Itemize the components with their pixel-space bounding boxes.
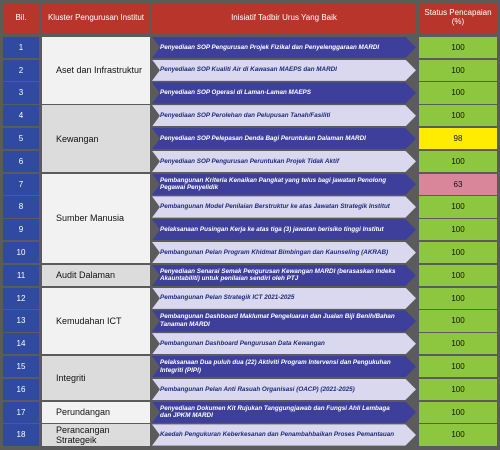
cluster-name: Audit Dalaman	[42, 264, 150, 287]
status-value: 100	[419, 59, 497, 81]
initiative: Pembangunan Pelan Strategik ICT 2021-202…	[152, 287, 416, 309]
cluster-name: Aset dan Infrastruktur	[42, 36, 150, 104]
row-number: 7	[3, 173, 39, 195]
status-value: 100	[419, 36, 497, 59]
initiative: Penyediaan SOP Operasi di Laman-Laman MA…	[152, 82, 416, 104]
initiative: Pembangunan Dashboard Pengurusan Data Ke…	[152, 333, 416, 355]
status-value: 100	[419, 264, 497, 287]
status-value: 100	[419, 333, 497, 355]
row-number: 10	[3, 241, 39, 264]
row-number: 12	[3, 287, 39, 309]
header-cell: Status Pencapaian (%)	[419, 3, 497, 33]
row-number: 8	[3, 196, 39, 218]
initiative: Kaedah Pengukuran Keberkesanan dan Penam…	[152, 424, 416, 446]
initiative: Pembangunan Dashboard Maklumat Pengeluar…	[152, 310, 416, 332]
status-value: 100	[419, 424, 497, 446]
initiative: Pelaksanaan Dua puluh dua (22) Aktiviti …	[152, 355, 416, 378]
status-value: 63	[419, 173, 497, 195]
cluster-name: Kewangan	[42, 105, 150, 173]
row-number: 14	[3, 333, 39, 355]
status-value: 100	[419, 196, 497, 218]
initiative: Penyediaan SOP Kualiti Air di Kawasan MA…	[152, 59, 416, 81]
row-number: 4	[3, 105, 39, 127]
initiative: Pembangunan Kriteria Kenaikan Pangkat ya…	[152, 173, 416, 195]
row-number: 3	[3, 82, 39, 104]
row-number: 16	[3, 378, 39, 401]
row-number: 1	[3, 36, 39, 59]
initiative: Pembangunan Pelan Program Khidmat Bimbin…	[152, 241, 416, 264]
status-value: 100	[419, 401, 497, 423]
status-value: 100	[419, 287, 497, 309]
status-value: 100	[419, 241, 497, 264]
row-number: 15	[3, 355, 39, 378]
row-number: 18	[3, 424, 39, 446]
cluster-name: Integriti	[42, 355, 150, 401]
initiative: Penyediaan SOP Pengurusan Projek Fizikal…	[152, 36, 416, 59]
cluster-name: Perancangan Strategeik	[42, 424, 150, 446]
status-value: 98	[419, 127, 497, 150]
status-value: 100	[419, 219, 497, 241]
initiative: Pembangunan Pelan Anti Rasuah Organisasi…	[152, 378, 416, 401]
row-number: 13	[3, 310, 39, 332]
initiative: Penyediaan SOP Perolehan dan Pelupusan T…	[152, 105, 416, 127]
row-number: 5	[3, 127, 39, 150]
cluster-name: Perundangan	[42, 401, 150, 423]
status-value: 100	[419, 310, 497, 332]
initiative: Pembangunan Model Penilaian Berstruktur …	[152, 196, 416, 218]
header-cell: Inisiatif Tadbir Urus Yang Baik	[152, 3, 416, 33]
row-number: 17	[3, 401, 39, 423]
cluster-name: Sumber Manusia	[42, 173, 150, 264]
status-value: 100	[419, 82, 497, 104]
header-cell: Bil.	[3, 3, 39, 33]
row-number: 6	[3, 150, 39, 173]
cluster-name: Kemudahan ICT	[42, 287, 150, 355]
status-value: 100	[419, 150, 497, 173]
row-number: 11	[3, 264, 39, 287]
status-value: 100	[419, 355, 497, 378]
status-value: 100	[419, 105, 497, 127]
initiative: Penyediaan SOP Pengurusan Peruntukan Pro…	[152, 150, 416, 173]
row-number: 9	[3, 219, 39, 241]
header-cell: Kluster Pengurusan Institut	[42, 3, 150, 33]
initiative: Penyediaan SOP Pelepasan Denda Bagi Peru…	[152, 127, 416, 150]
status-value: 100	[419, 378, 497, 401]
initiative: Penyediaan Senarai Semak Pengurusan Kewa…	[152, 264, 416, 287]
row-number: 2	[3, 59, 39, 81]
initiative: Pelaksanaan Pusingan Kerja ke atas tiga …	[152, 219, 416, 241]
initiative: Penyediaan Dokumen Kit Rujukan Tanggungj…	[152, 401, 416, 423]
